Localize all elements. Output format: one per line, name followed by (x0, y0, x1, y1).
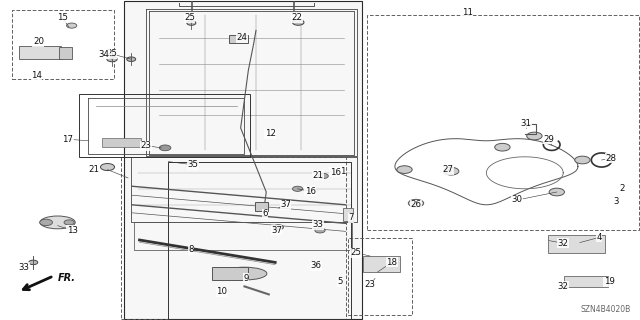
Circle shape (527, 132, 542, 140)
Bar (367, 15, 639, 230)
Bar (229, 35, 248, 43)
Circle shape (495, 143, 510, 151)
Text: 16: 16 (330, 168, 341, 177)
Bar (168, 162, 351, 319)
Circle shape (292, 20, 304, 25)
Circle shape (408, 199, 424, 207)
Circle shape (127, 57, 136, 61)
Bar (343, 208, 353, 221)
Text: 26: 26 (410, 200, 422, 209)
Circle shape (40, 219, 52, 226)
Ellipse shape (40, 216, 76, 229)
Text: 25: 25 (184, 13, 195, 22)
Bar (12, 10, 114, 79)
Circle shape (100, 164, 115, 171)
Text: 3: 3 (613, 197, 618, 206)
Text: 7: 7 (348, 213, 353, 222)
Text: 32: 32 (557, 239, 569, 248)
Circle shape (29, 260, 38, 265)
Bar (124, 1, 362, 319)
Text: 25: 25 (106, 49, 117, 58)
Text: 16: 16 (305, 187, 316, 196)
Text: 21: 21 (312, 171, 324, 180)
Circle shape (107, 57, 117, 62)
Text: 27: 27 (442, 165, 454, 174)
Text: 34: 34 (99, 50, 110, 59)
Text: 15: 15 (56, 13, 68, 22)
Circle shape (318, 173, 328, 179)
Text: 33: 33 (312, 220, 324, 229)
Bar (548, 235, 605, 253)
Text: 25: 25 (350, 248, 362, 257)
Text: 18: 18 (386, 258, 397, 267)
Circle shape (292, 186, 303, 191)
Text: 17: 17 (62, 135, 74, 144)
Text: 13: 13 (67, 226, 78, 235)
Circle shape (273, 225, 284, 230)
Bar (564, 276, 608, 287)
Text: 35: 35 (188, 160, 199, 169)
Text: 5: 5 (337, 277, 342, 286)
Bar (348, 238, 412, 315)
Text: 6: 6 (262, 209, 268, 218)
Circle shape (575, 156, 590, 164)
Circle shape (397, 166, 412, 173)
Text: 2: 2 (620, 184, 625, 193)
Text: 8: 8 (188, 245, 193, 254)
Text: 28: 28 (605, 154, 616, 163)
Text: 1: 1 (340, 167, 346, 176)
Circle shape (444, 167, 459, 175)
Bar (212, 267, 248, 280)
Circle shape (315, 228, 325, 233)
Text: 10: 10 (216, 287, 227, 296)
Circle shape (549, 188, 564, 196)
Bar (19, 46, 61, 59)
Bar (255, 202, 268, 211)
Text: SZN4B4020B: SZN4B4020B (580, 305, 630, 314)
Text: 24: 24 (236, 33, 248, 42)
Text: 21: 21 (88, 165, 99, 174)
Bar (549, 237, 593, 249)
Text: 23: 23 (364, 280, 376, 289)
Text: 32: 32 (557, 282, 569, 291)
Text: 36: 36 (310, 261, 322, 270)
Text: 37: 37 (280, 200, 291, 209)
Circle shape (159, 145, 171, 151)
Bar (79, 94, 250, 157)
Text: 11: 11 (461, 8, 473, 17)
Text: 30: 30 (511, 196, 523, 204)
Text: FR.: FR. (58, 273, 76, 283)
Circle shape (64, 220, 74, 225)
Bar (121, 157, 346, 319)
Bar (102, 138, 141, 147)
Text: 20: 20 (33, 37, 44, 46)
Text: 31: 31 (520, 119, 532, 128)
Text: 33: 33 (19, 263, 30, 272)
Text: 19: 19 (604, 277, 614, 286)
Bar (59, 47, 72, 59)
Text: 12: 12 (264, 129, 276, 138)
Text: 23: 23 (140, 141, 152, 150)
Text: 37: 37 (271, 226, 282, 235)
Circle shape (67, 23, 77, 28)
Text: 4: 4 (596, 233, 602, 242)
Text: 22: 22 (291, 13, 303, 22)
Circle shape (187, 21, 196, 25)
Ellipse shape (222, 267, 267, 280)
Text: 14: 14 (31, 71, 42, 80)
Text: 9: 9 (243, 274, 248, 283)
Text: 29: 29 (544, 135, 554, 144)
Bar (363, 256, 400, 272)
